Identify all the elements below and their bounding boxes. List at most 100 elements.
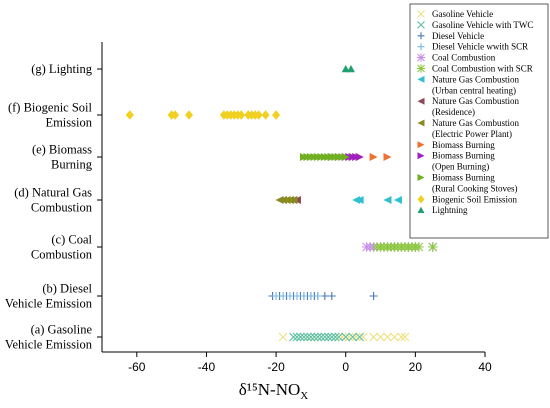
legend-entry: (Urban central heating) [432,85,516,95]
data-point [351,332,361,342]
data-point [327,292,336,300]
data-point [346,65,355,73]
category-label: (c) Coal Combustion [31,233,93,262]
data-point [279,292,288,300]
legend-marker [417,32,425,40]
data-point [185,110,194,120]
data-point [306,292,315,300]
legend-marker [417,174,425,181]
data-point [400,332,410,342]
data-point [337,332,347,342]
data-point [376,332,385,342]
legend-entry: Coal Combustion [432,53,496,63]
category-label: (f) Biogenic Soil Emission [8,101,93,130]
data-point [313,332,323,342]
legend-entry: (Rural Cooking Stoves) [432,183,518,193]
legend-entry: (Open Burning) [432,162,489,172]
legend-entry: Gasoline Vehicle [432,9,493,19]
data-point [292,292,301,300]
data-point [355,196,364,204]
data-point [320,292,329,300]
legend-marker [416,64,426,73]
data-point [393,196,402,204]
data-point [369,332,378,342]
category-label: (e) Biomass Burning [32,143,93,172]
data-point [334,332,344,342]
data-point [254,110,263,120]
legend-entry: Biomass Burning [432,140,495,150]
data-point [344,332,354,342]
category-label: (b) Diesel Vehicle Emission [5,282,93,311]
x-ticks: -60 -40 -20 0 20 40 [128,352,492,374]
data-point [278,332,288,342]
data-point [390,332,399,342]
data-point [355,332,365,342]
legend-marker [417,195,425,204]
legend-marker [417,152,425,160]
data-point [261,110,270,120]
legend-entry: Nature Gas Combustion [432,74,519,84]
legend-box [409,3,549,239]
data-point [397,332,406,342]
data-point [383,196,392,204]
x-tick-label: -40 [198,360,216,374]
legend-entry: Diesel Vehicle [432,31,484,41]
data-point [272,110,281,120]
legend-entry: Coal Combustion with SCR [432,64,533,74]
data-point [310,332,319,342]
data-point [383,153,392,161]
data-point [330,332,340,342]
x-tick-label: -60 [128,360,146,374]
data-point [348,332,358,342]
data-point [296,332,305,342]
data-point [303,332,312,342]
category-label: (g) Lighting [31,62,93,76]
legend-marker [417,10,425,18]
data-point [272,292,281,300]
data-point [313,292,322,300]
data-point [306,332,316,342]
data-point [316,332,326,342]
legend-entry: Lightning [432,205,468,215]
legend-entry: Gasoline Vehicle with TWC [432,20,533,30]
legend-entry: Biomass Burning [432,173,495,183]
x-tick-label: -20 [267,360,285,374]
data-point [289,332,298,342]
data-point [369,292,378,300]
legend-entry: Diesel Vehicle wwith SCR [432,42,528,52]
legend-marker [417,119,425,127]
data-point [341,65,350,73]
data-point [358,332,368,342]
data-point [327,332,337,342]
data-point [355,153,364,161]
data-point [292,332,302,342]
data-point [125,110,134,120]
category-label: (d) Natural Gas Combustion [14,186,92,215]
data-point [237,110,246,120]
data-point [323,332,333,342]
data-point [341,153,350,161]
legend-entry: Biogenic Soil Emission [432,194,518,204]
data-point [369,153,378,161]
category-label: (a) Gasoline Vehicle Emission [5,323,93,352]
x-tick-label: 40 [478,360,492,374]
category-labels: (g) Lighting (f) Biogenic Soil Emission (e)… [5,62,93,352]
legend-entry: Nature Gas Combustion [432,118,519,128]
axes [97,42,485,353]
data-point [299,292,308,300]
legend-marker [417,206,425,213]
data-point [171,110,180,120]
x-axis-title: δ¹⁵N-NOX [239,380,309,402]
legend-marker [417,43,425,51]
legend-marker [417,21,425,29]
legend-marker [417,97,425,105]
data-point [341,332,351,342]
legend-entry: (Electric Power Plant) [432,129,512,139]
data-point [299,332,309,342]
data-point [320,332,330,342]
legend-entry: Biomass Burning [432,151,495,161]
x-tick-label: 0 [342,360,349,374]
legend-entry: Nature Gas Combustion [432,96,519,106]
